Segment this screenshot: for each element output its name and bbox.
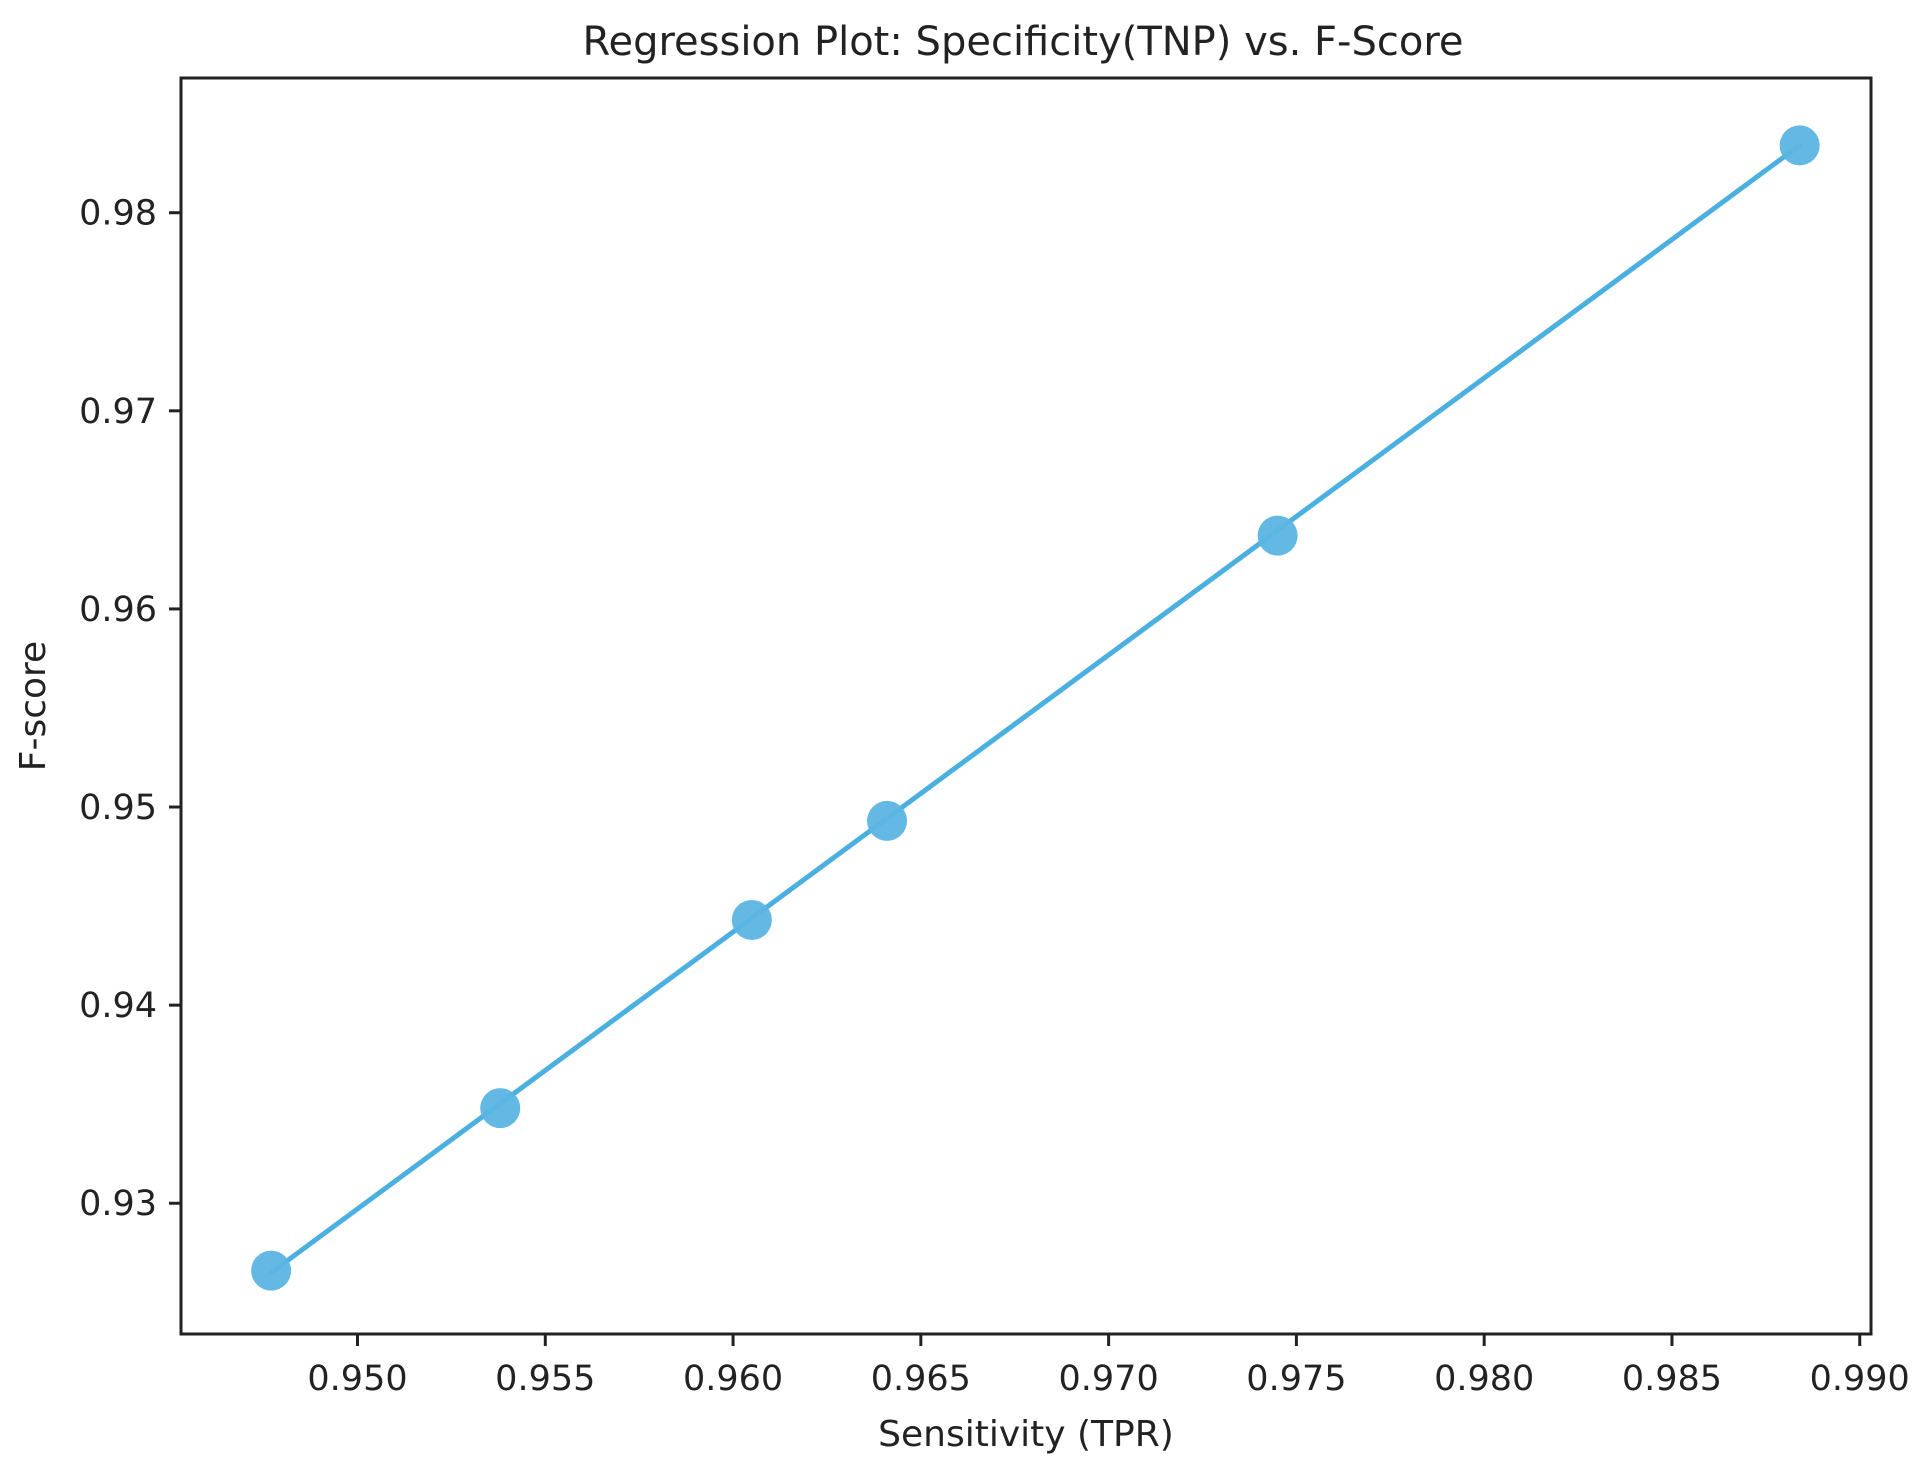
y-tick-label: 0.93 xyxy=(79,1184,157,1224)
x-axis-label: Sensitivity (TPR) xyxy=(878,1414,1174,1455)
x-tick-label: 0.975 xyxy=(1246,1359,1346,1399)
regression-line xyxy=(268,142,1803,1276)
data-point xyxy=(480,1088,521,1129)
x-tick-label: 0.960 xyxy=(683,1359,783,1399)
x-tick-label: 0.950 xyxy=(307,1359,407,1399)
x-axis-ticks: 0.950 0.955 0.960 0.965 0.970 0.975 0.980 0.985… xyxy=(307,1334,1910,1399)
series-layer xyxy=(251,125,1820,1291)
x-tick-label: 0.970 xyxy=(1059,1359,1159,1399)
data-point xyxy=(1779,125,1820,166)
y-tick-label: 0.98 xyxy=(79,194,157,234)
y-axis-ticks: 0.93 0.94 0.95 0.96 0.97 0.98 xyxy=(79,194,181,1224)
plot-frame xyxy=(179,76,1873,1336)
x-tick-label: 0.980 xyxy=(1434,1359,1534,1399)
data-point xyxy=(731,899,772,940)
data-point xyxy=(867,800,908,841)
data-point xyxy=(1257,515,1298,556)
y-tick-label: 0.95 xyxy=(79,788,157,828)
x-tick-label: 0.965 xyxy=(871,1359,971,1399)
x-tick-label: 0.985 xyxy=(1622,1359,1722,1399)
y-tick-label: 0.94 xyxy=(79,986,157,1026)
data-point xyxy=(251,1250,292,1291)
x-tick-label: 0.955 xyxy=(495,1359,595,1399)
chart-title: Regression Plot: Specificity(TNP) vs. F-… xyxy=(582,19,1463,65)
y-tick-label: 0.96 xyxy=(79,590,157,630)
x-tick-label: 0.990 xyxy=(1810,1359,1910,1399)
y-tick-label: 0.97 xyxy=(79,392,157,432)
y-axis-label: F-score xyxy=(13,641,54,771)
